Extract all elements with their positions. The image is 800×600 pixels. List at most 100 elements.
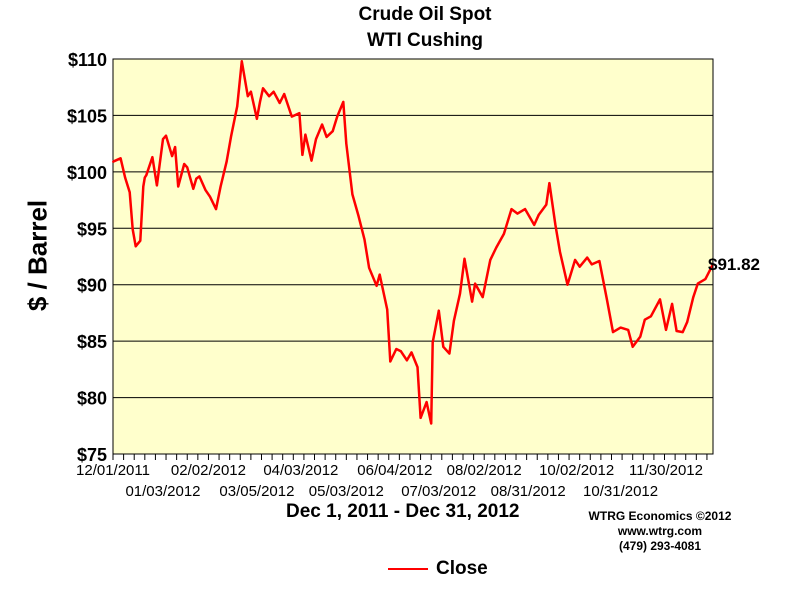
data-point: [321, 123, 324, 126]
data-point: [336, 115, 339, 118]
data-point: [566, 283, 569, 286]
y-tick-label: $95: [77, 219, 107, 239]
x-tick-label: 08/02/2012: [447, 462, 522, 479]
x-tick-label: 08/31/2012: [491, 483, 566, 500]
data-point: [658, 298, 661, 301]
data-point: [474, 282, 477, 285]
data-point: [533, 223, 536, 226]
data-point: [128, 191, 131, 194]
data-point: [283, 92, 286, 95]
x-tick-label: 01/03/2012: [125, 483, 200, 500]
data-point: [131, 228, 134, 231]
data-point: [240, 60, 243, 63]
x-tick-label: 10/31/2012: [583, 483, 658, 500]
data-point: [143, 176, 146, 179]
data-point: [631, 345, 634, 348]
data-point: [378, 273, 381, 276]
data-point: [183, 162, 186, 165]
data-point: [236, 105, 239, 108]
data-point: [627, 328, 630, 331]
data-point: [502, 232, 505, 235]
data-point: [386, 308, 389, 311]
data-point: [249, 90, 252, 93]
data-point: [204, 188, 207, 191]
legend-label: Close: [436, 558, 488, 579]
data-point: [363, 238, 366, 241]
data-point: [537, 213, 540, 216]
credit-phone: (479) 293-4081: [618, 539, 702, 553]
data-point: [268, 95, 271, 98]
data-point: [692, 296, 695, 299]
x-tick-label: 04/03/2012: [263, 462, 338, 479]
data-point: [119, 157, 122, 160]
y-tick-label: $85: [77, 332, 107, 352]
data-point: [171, 155, 174, 158]
y-tick-label: $75: [77, 445, 107, 465]
data-point: [301, 153, 304, 156]
end-value-label: $91.82: [708, 255, 760, 274]
data-point: [142, 185, 145, 188]
data-point: [246, 95, 249, 98]
legend: Close: [388, 558, 488, 580]
data-point: [198, 175, 201, 178]
plot-area: [113, 59, 713, 454]
data-point: [290, 115, 293, 118]
chart-subtitle: WTI Cushing: [366, 30, 484, 51]
data-point: [489, 258, 492, 261]
data-point: [410, 351, 413, 354]
data-point: [425, 401, 428, 404]
data-point: [681, 331, 684, 334]
date-range-label: Dec 1, 2011 - Dec 31, 2012: [286, 501, 520, 522]
data-point: [177, 185, 180, 188]
data-point: [554, 223, 557, 226]
data-point: [430, 422, 433, 425]
data-point: [471, 300, 474, 303]
data-point: [186, 166, 189, 169]
x-tick-label: 11/30/2012: [629, 462, 703, 479]
data-point: [639, 335, 642, 338]
data-point: [437, 309, 440, 312]
data-point: [272, 90, 275, 93]
x-tick-label: 07/03/2012: [401, 483, 476, 500]
data-point: [510, 208, 513, 211]
data-point: [442, 345, 445, 348]
y-tick-label: $100: [67, 163, 107, 183]
data-point: [310, 159, 313, 162]
data-point: [139, 239, 142, 242]
data-point: [675, 329, 678, 332]
data-point: [304, 133, 307, 136]
data-point: [165, 134, 168, 137]
data-point: [558, 250, 561, 253]
data-point: [605, 298, 608, 301]
data-point: [357, 214, 360, 217]
data-point: [151, 156, 154, 159]
data-point: [686, 320, 689, 323]
data-point: [578, 265, 581, 268]
x-tick-label: 05/03/2012: [309, 483, 384, 500]
data-point: [548, 182, 551, 185]
x-tick-label: 10/02/2012: [539, 462, 614, 479]
x-tick-label: 03/05/2012: [219, 483, 294, 500]
data-point: [298, 112, 301, 115]
chart-title: Crude Oil Spot: [358, 4, 492, 25]
data-point: [452, 319, 455, 322]
y-tick-label: $105: [67, 106, 107, 126]
data-point: [162, 138, 164, 141]
y-tick-label: $90: [77, 276, 107, 296]
data-point: [215, 208, 218, 211]
data-point: [325, 135, 328, 138]
data-point: [448, 352, 451, 355]
data-point: [463, 257, 466, 260]
data-point: [574, 258, 577, 261]
data-point: [375, 284, 378, 287]
data-point: [712, 263, 714, 266]
credit-company: WTRG Economics ©2012: [588, 509, 732, 523]
data-point: [598, 260, 601, 263]
data-point: [612, 331, 614, 334]
x-tick-label: 02/02/2012: [171, 462, 246, 479]
data-point: [416, 366, 419, 369]
y-tick-label: $80: [77, 389, 107, 409]
data-point: [255, 117, 258, 120]
data-point: [481, 296, 484, 299]
